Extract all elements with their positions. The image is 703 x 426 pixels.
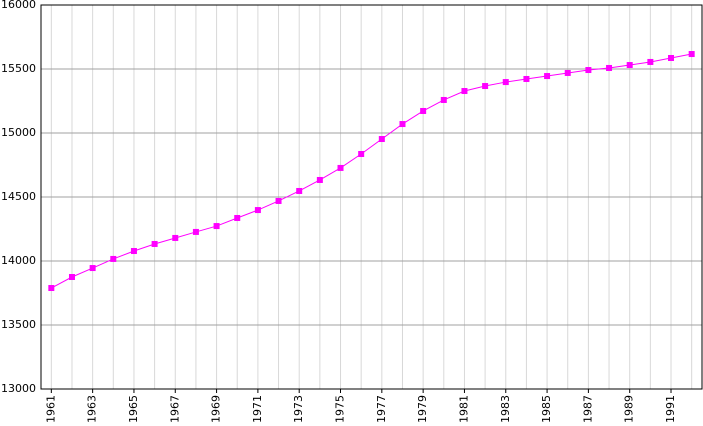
x-tick-label: 1961 [44,395,57,423]
x-tick-label: 1989 [623,395,636,423]
point-marker [192,228,199,235]
point-marker [378,136,385,143]
point-marker [564,69,571,76]
point-marker [626,62,633,69]
point-marker [213,223,220,230]
y-tick-label: 13500 [1,318,36,331]
x-tick-label: 1977 [375,395,388,423]
point-marker [337,164,344,171]
point-marker [172,234,179,241]
x-tick-label: 1987 [581,395,594,423]
point-marker [275,197,282,204]
x-tick-label: 1969 [210,395,223,423]
point-marker [606,64,613,71]
x-tick-label: 1991 [664,395,677,423]
point-marker [585,67,592,74]
point-marker [234,214,241,221]
x-tick-label: 1967 [168,395,181,423]
point-marker [482,83,489,90]
y-tick-label: 14500 [1,190,36,203]
x-tick-label: 1965 [127,395,140,423]
x-tick-label: 1973 [292,395,305,423]
y-tick-label: 15500 [1,62,36,75]
point-marker [48,285,55,292]
x-tick-label: 1983 [499,395,512,423]
series-line [51,53,692,289]
point-marker [502,79,509,86]
x-tick-label: 1963 [86,395,99,423]
point-marker [296,187,303,194]
y-tick-label: 15000 [1,126,36,139]
plot-border [40,4,703,390]
point-marker [668,54,675,61]
x-tick-label: 1971 [251,395,264,423]
point-marker [523,75,530,82]
point-marker [89,265,96,272]
point-marker [440,96,447,103]
point-marker [68,274,75,280]
point-marker [420,107,427,114]
point-marker [151,240,158,247]
point-marker [461,88,468,95]
point-marker [544,73,551,80]
point-marker [130,248,137,255]
y-tick-label: 16000 [1,0,36,11]
y-tick-label: 13000 [1,382,36,395]
y-tick-label: 14000 [1,254,36,267]
point-marker [688,51,695,58]
point-marker [358,150,365,157]
x-tick-label: 1985 [540,395,553,423]
point-marker [254,207,261,214]
point-marker [110,255,117,262]
x-tick-label: 1975 [334,395,347,423]
point-marker [647,58,654,65]
point-marker [316,176,323,183]
point-marker [399,121,406,128]
x-tick-label: 1979 [416,395,429,423]
x-tick-label: 1981 [457,395,470,423]
